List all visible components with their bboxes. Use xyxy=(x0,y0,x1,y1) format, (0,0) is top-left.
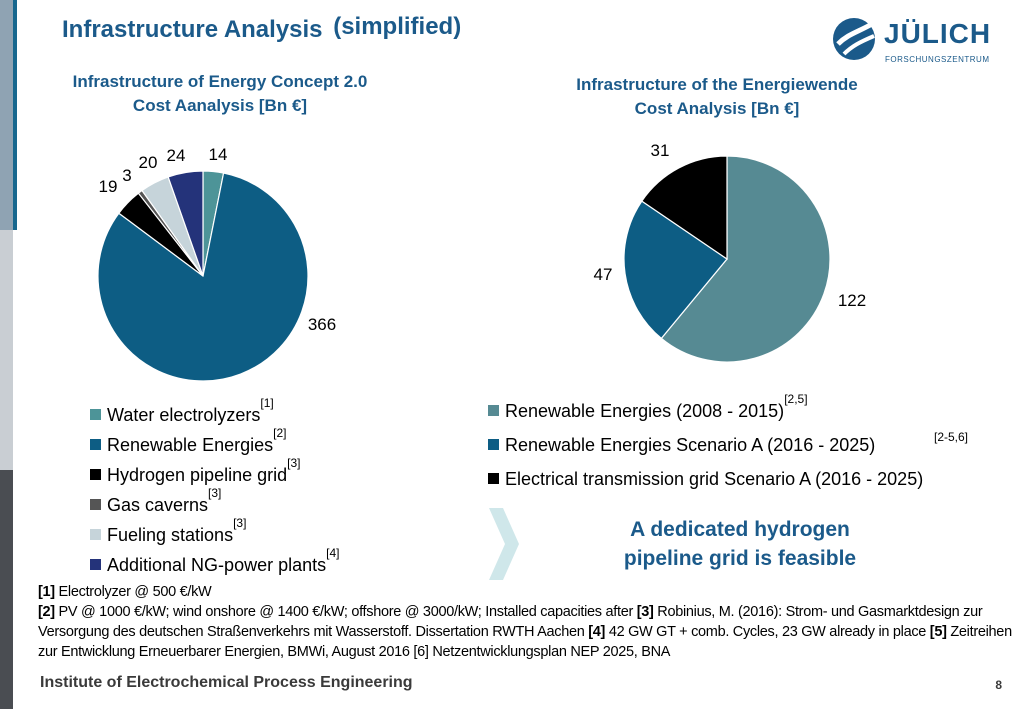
chart-1-data-label-1: 14 xyxy=(209,145,228,164)
slide-title-suffix: (simplified) xyxy=(333,13,462,40)
conclusion-line-1: A dedicated hydrogen xyxy=(630,518,850,541)
legend-reference: [2,5] xyxy=(784,392,808,406)
slide-title-main: Infrastructure Analysis xyxy=(62,16,323,43)
chart-1-title-line2: Cost Aanalysis [Bn €] xyxy=(132,96,308,115)
chart-1-slice-6 xyxy=(167,170,204,277)
legend-reference: [3] xyxy=(233,516,247,530)
legend-reference: [4] xyxy=(326,546,340,560)
legend-label: Hydrogen pipeline grid xyxy=(107,465,288,485)
footnotes: [1] Electrolyzer @ 500 €/kW [2] PV @ 100… xyxy=(38,582,1013,662)
institute-footer: Institute of Electrochemical Process Eng… xyxy=(40,674,413,691)
footnote-2: [2] PV @ 1000 €/kW; wind onshore @ 1400 … xyxy=(38,604,1012,660)
page-number: 8 xyxy=(995,678,1002,692)
legend-reference: [2] xyxy=(273,426,287,440)
chart-2-data-label-3: 31 xyxy=(651,141,670,160)
legend-label: Renewable Energies (2008 - 2015) xyxy=(505,401,785,421)
sidebar-stripe-bottom xyxy=(0,470,13,709)
chart-2-legend-item: Renewable Energies Scenario A (2016 - 20… xyxy=(488,428,968,462)
chart-2-legend: Renewable Energies (2008 - 2015)[2,5] Ren… xyxy=(488,392,968,496)
chart-2-slice-2 xyxy=(623,200,728,340)
sidebar-accent xyxy=(13,0,17,230)
chart-1-legend: Water electrolyzers[1] Renewable Energies… xyxy=(90,396,339,580)
chart-1-legend-item: Fueling stations[3] xyxy=(90,516,339,550)
sidebar-stripe-middle xyxy=(0,230,13,470)
chart-2-title-line2: Cost Analysis [Bn €] xyxy=(634,99,800,118)
legend-reference: [3] xyxy=(287,456,301,470)
chart-1-slice-2 xyxy=(97,172,309,382)
sidebar-stripe-top xyxy=(0,0,13,230)
juelich-logo: JÜLICH FORSCHUNGSZENTRUM xyxy=(832,14,992,70)
legend-swatch xyxy=(488,438,499,450)
chart-2-slice-1 xyxy=(660,155,831,363)
legend-reference: [3] xyxy=(208,486,222,500)
conclusion-line-2: pipeline grid is feasible xyxy=(623,547,857,570)
chart-1-legend-item: Renewable Energies[2] xyxy=(90,426,339,460)
chart-1-data-label-5: 20 xyxy=(139,153,158,172)
conclusion-text: A dedicated hydrogen pipeline grid is fe… xyxy=(570,515,910,573)
legend-label: Electrical transmission grid Scenario A … xyxy=(505,469,924,489)
chart-1-legend-item: Gas caverns[3] xyxy=(90,486,339,520)
legend-reference: [1] xyxy=(260,396,274,410)
legend-swatch xyxy=(90,408,101,420)
juelich-logo-mark-icon xyxy=(833,18,875,60)
legend-label: Additional NG-power plants xyxy=(107,555,327,575)
chart-1-data-label-2: 366 xyxy=(308,315,336,334)
slide-title: Infrastructure Analysis (simplified) xyxy=(62,13,462,44)
chart-2-legend-item: Electrical transmission grid Scenario A … xyxy=(488,462,923,496)
chart-2-title-line1: Infrastructure of the Energiewende xyxy=(576,75,858,94)
chart-2-title: Infrastructure of the Energiewende Cost … xyxy=(517,73,917,121)
chart-1-title: Infrastructure of Energy Concept 2.0 Cos… xyxy=(20,70,420,118)
legend-label: Renewable Energies Scenario A (2016 - 20… xyxy=(505,435,876,455)
legend-swatch xyxy=(90,528,101,540)
chart-1-legend-item: Water electrolyzers[1] xyxy=(90,396,339,430)
legend-swatch xyxy=(90,558,101,570)
legend-reference: [2-5,6] xyxy=(934,430,969,444)
legend-label: Renewable Energies xyxy=(107,435,274,455)
legend-label: Gas caverns xyxy=(107,495,209,515)
pie-charts: 14 366 193 20 24 122 47 31 xyxy=(97,141,866,382)
legend-label: Fueling stations xyxy=(107,525,234,545)
chart-1-legend-item: Additional NG-power plants[4] xyxy=(90,546,339,580)
chart-1-title-line1: Infrastructure of Energy Concept 2.0 xyxy=(72,72,368,91)
legend-label: Water electrolyzers xyxy=(107,405,261,425)
arrow-icon xyxy=(489,508,519,580)
chart-1-data-label-3: 19 xyxy=(99,177,118,196)
chart-2-data-label-2: 47 xyxy=(594,265,613,284)
legend-swatch xyxy=(90,498,101,510)
chart-1-data-label-4: 3 xyxy=(122,166,131,185)
legend-swatch xyxy=(488,404,499,416)
legend-swatch xyxy=(488,472,499,484)
logo-subtitle: FORSCHUNGSZENTRUM xyxy=(885,55,990,64)
legend-swatch xyxy=(90,468,101,480)
chart-2-legend-item: Renewable Energies (2008 - 2015)[2,5] xyxy=(488,392,923,428)
chart-1-legend-item: Hydrogen pipeline grid[3] xyxy=(90,456,339,490)
chart-2-slice-3 xyxy=(640,155,728,261)
legend-swatch xyxy=(90,438,101,450)
chart-2-data-label-1: 122 xyxy=(838,291,866,310)
chart-1-data-label-6: 24 xyxy=(167,146,186,165)
footnote-1: [1] Electrolyzer @ 500 €/kW xyxy=(38,584,212,600)
logo-wordmark: JÜLICH xyxy=(884,18,992,49)
